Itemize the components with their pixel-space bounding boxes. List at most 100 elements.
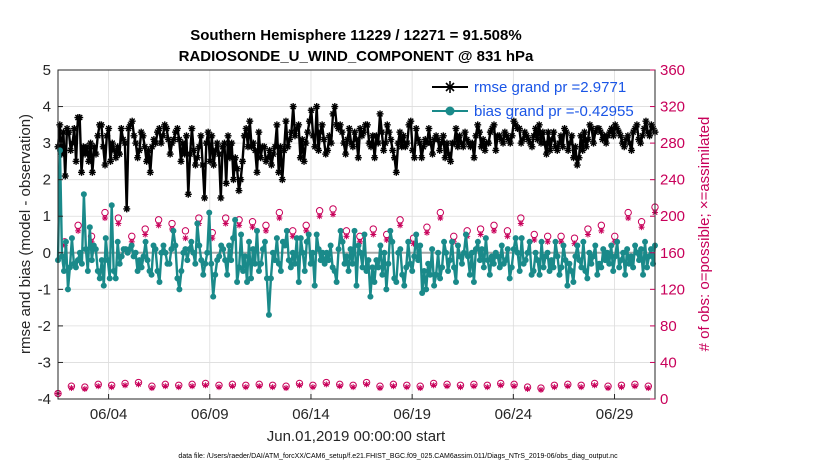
obs-assimilated-marker <box>564 383 571 390</box>
bias-point <box>343 253 350 260</box>
rmse-point <box>229 176 237 184</box>
bias-point <box>588 260 595 267</box>
bias-point <box>602 257 609 264</box>
bias-point <box>456 253 463 260</box>
bias-point <box>190 249 197 256</box>
rmse-point <box>515 124 523 132</box>
bias-point <box>176 286 183 293</box>
bias-point <box>556 271 563 278</box>
rmse-point <box>461 128 469 136</box>
bias-point <box>628 253 635 260</box>
bias-point <box>198 257 205 264</box>
bias-point <box>323 249 330 256</box>
bias-point <box>186 246 193 253</box>
bias-point <box>234 279 241 286</box>
rmse-point <box>143 157 151 165</box>
bias-point <box>433 271 440 278</box>
rmse-point <box>255 128 263 136</box>
bias-point <box>327 242 334 249</box>
rmse-point <box>197 132 205 140</box>
bias-point <box>295 279 302 286</box>
rmse-point <box>173 124 181 132</box>
bias-point <box>474 238 481 245</box>
bias-point <box>610 268 617 275</box>
rmse-point <box>309 132 317 140</box>
bias-point <box>116 260 123 267</box>
bias-point <box>441 238 448 245</box>
rmse-point <box>125 124 133 132</box>
bias-point <box>325 257 332 264</box>
rmse-point <box>615 128 623 136</box>
bias-point <box>399 271 406 278</box>
bias-point <box>518 235 525 242</box>
rmse-point <box>474 121 482 129</box>
bias-point <box>154 268 161 275</box>
bias-point <box>88 257 95 264</box>
bias-point <box>411 253 418 260</box>
obs-assimilated-marker <box>229 383 236 390</box>
rmse-point <box>202 139 210 147</box>
bias-point <box>608 242 615 249</box>
axis-ticks: 5 4 3 2 1 0 -1 -2 -3 -4 0 40 80 120 160 200 240 280 320 360… <box>38 62 685 423</box>
bias-point <box>624 246 631 253</box>
bias-point <box>309 249 316 256</box>
rmse-point <box>318 121 326 129</box>
rmse-point <box>584 135 592 143</box>
bias-point <box>437 275 444 282</box>
obs-count-markers <box>54 203 659 398</box>
obs-assimilated-marker <box>584 231 591 238</box>
bias-point <box>466 271 473 278</box>
obs-assimilated-marker <box>517 220 524 227</box>
bias-point <box>439 264 446 271</box>
obs-assimilated-marker <box>591 382 598 389</box>
bias-point <box>102 235 109 242</box>
bias-point <box>478 246 485 253</box>
obs-assimilated-marker <box>309 384 316 391</box>
bias-point <box>138 264 145 271</box>
bias-point <box>620 249 627 256</box>
rmse-point <box>117 124 125 132</box>
right-y-axis-label: # of obs: o=possible; ×=assimilated <box>696 117 713 352</box>
bias-point <box>246 238 253 245</box>
rmse-point <box>313 103 321 111</box>
rmse-point <box>128 117 136 125</box>
bias-point <box>281 242 288 249</box>
bias-point <box>373 257 380 264</box>
bias-point <box>162 249 169 256</box>
y-tick-label: -4 <box>38 391 51 408</box>
bias-point <box>564 282 571 289</box>
bias-point <box>349 260 356 267</box>
rmse-point <box>541 139 549 147</box>
obs-assimilated-marker <box>491 227 498 234</box>
bias-point <box>421 268 428 275</box>
rmse-point <box>233 165 241 173</box>
rmse-point <box>436 146 444 154</box>
bias-point <box>640 271 647 278</box>
rmse-point <box>78 168 86 176</box>
bias-point <box>236 264 243 271</box>
bias-point <box>427 271 434 278</box>
rmse-point <box>152 139 160 147</box>
bias-point <box>222 257 229 264</box>
obs-assimilated-marker <box>504 233 511 240</box>
bias-point <box>560 242 567 249</box>
bias-point <box>572 253 579 260</box>
rmse-point <box>445 150 453 158</box>
rmse-point <box>269 150 277 158</box>
bias-point <box>287 264 294 271</box>
rmse-point <box>184 190 192 198</box>
rmse-point <box>342 150 350 158</box>
x-tick-label: 06/19 <box>393 406 431 423</box>
chart-title-line-2: RADIOSONDE_U_WIND_COMPONENT @ 831 hPa <box>179 48 534 65</box>
obs-assimilated-marker <box>135 381 142 388</box>
bias-point <box>566 260 573 267</box>
rmse-point <box>374 139 382 147</box>
bias-point <box>297 235 304 242</box>
bias-point <box>606 260 613 267</box>
rmse-point <box>199 161 207 169</box>
rmse-point <box>392 168 400 176</box>
bias-point <box>363 268 370 275</box>
bias-point <box>419 289 426 296</box>
rmse-point <box>546 146 554 154</box>
obs-assimilated-marker <box>497 382 504 389</box>
